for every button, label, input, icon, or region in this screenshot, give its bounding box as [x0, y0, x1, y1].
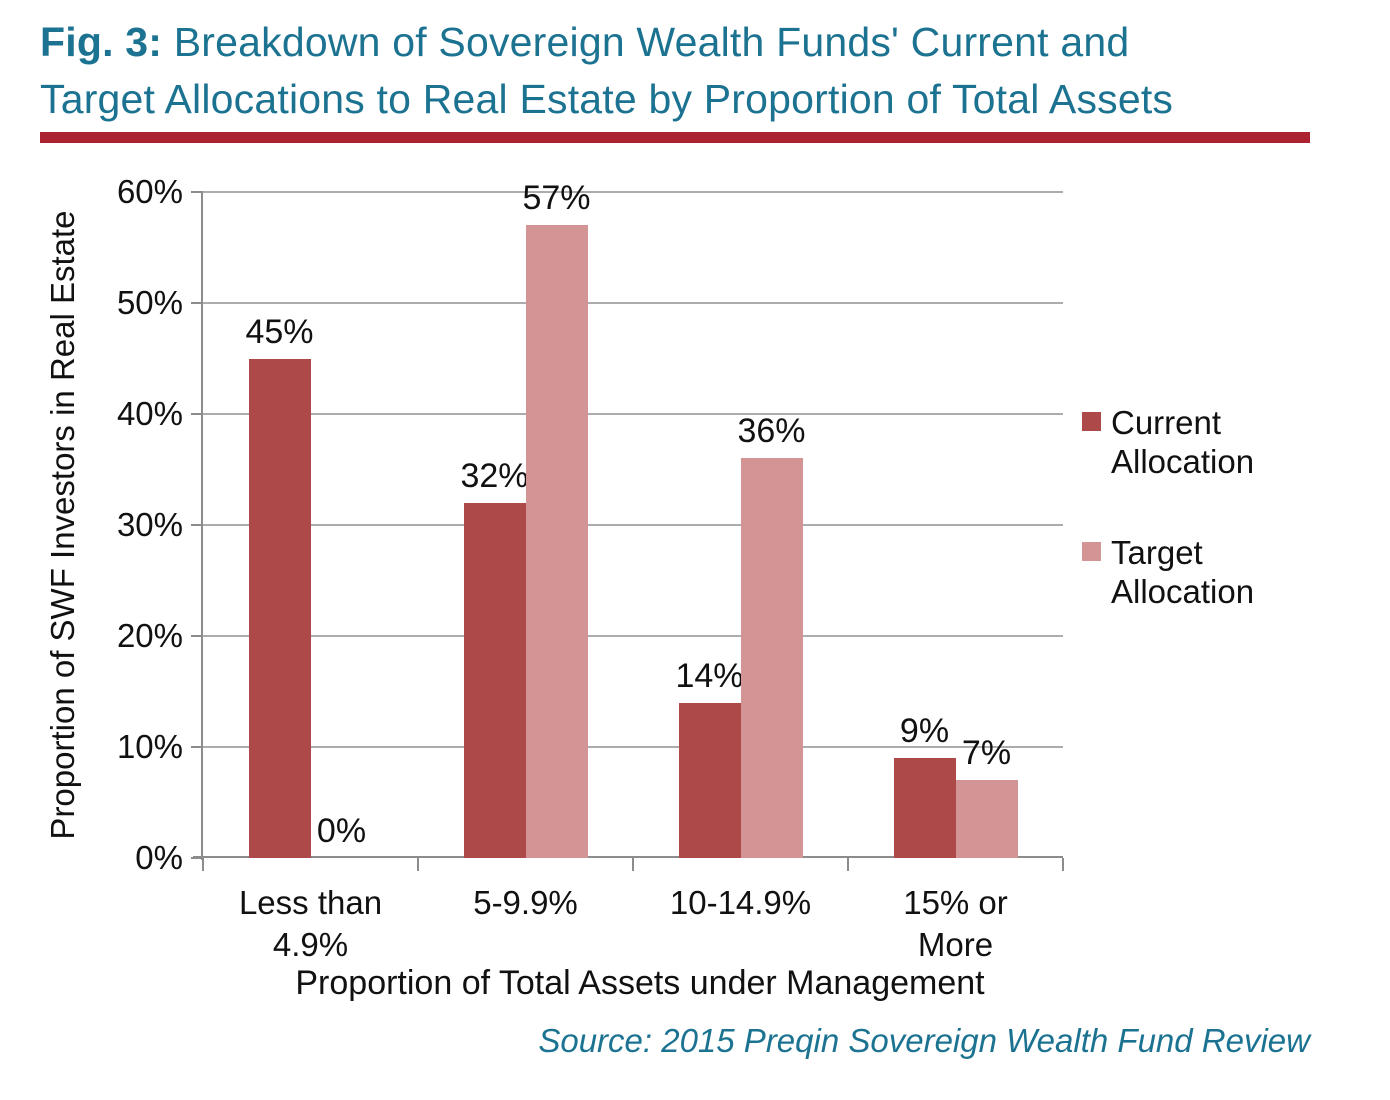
x-axis-title: Proportion of Total Assets under Managem…	[295, 964, 985, 1002]
current-allocation-swatch-icon	[1082, 412, 1101, 431]
y-axis-tick	[191, 191, 203, 193]
x-axis-line	[193, 856, 1063, 858]
legend: Current Allocation Target Allocation	[1082, 403, 1311, 663]
y-axis-tick	[191, 413, 203, 415]
gridline	[203, 746, 1063, 748]
bar-value-label: 7%	[961, 734, 1012, 773]
category-label: 15% or More	[903, 884, 1008, 963]
plot-area: 0% 10% 20% 30% 40% 50% 60% 45% 32% 14% 9% 0% 57% 36% 7…	[117, 173, 1064, 963]
category-label: Less than 4.9%	[238, 884, 383, 963]
bar-target-allocation	[525, 225, 588, 858]
source-note: Source: 2015 Preqin Sovereign Wealth Fun…	[538, 1022, 1310, 1059]
legend-label-current: Current Allocation	[1111, 404, 1255, 480]
bar-value-label: 9%	[899, 712, 950, 751]
legend-entry-target: Target Allocation	[1082, 533, 1311, 611]
y-axis-tick	[191, 524, 203, 526]
bar-current-allocation	[463, 502, 526, 858]
target-allocation-swatch-icon	[1082, 542, 1101, 561]
y-axis-tick-label: 50%	[116, 284, 183, 321]
y-axis-tick-label: 10%	[116, 728, 183, 765]
y-axis-tick	[191, 857, 203, 859]
y-axis-tick-label: 40%	[116, 395, 183, 432]
bar-value-label: 36%	[737, 412, 806, 451]
legend-entry-current: Current Allocation	[1082, 403, 1311, 481]
bar-value-label: 14%	[675, 656, 744, 695]
y-axis-line	[201, 192, 203, 860]
x-axis-tick	[202, 858, 204, 871]
gridline	[203, 302, 1063, 304]
y-axis-tick-label: 0%	[135, 839, 183, 876]
category-label: 10-14.9%	[669, 884, 812, 921]
gridline	[203, 191, 1063, 193]
gridline	[203, 413, 1063, 415]
figure-title-line2: Target Allocations to Real Estate by Pro…	[40, 76, 1174, 122]
title-underline-rule	[40, 132, 1310, 143]
category-label: 5-9.9%	[473, 884, 578, 921]
bar-current-allocation	[678, 702, 741, 858]
bar-value-label: 0%	[316, 812, 367, 850]
x-axis-tick	[417, 858, 419, 871]
bar-value-label: 45%	[245, 312, 314, 351]
y-axis-tick	[191, 746, 203, 748]
y-axis-tick-label: 30%	[116, 506, 183, 543]
gridline	[203, 635, 1063, 637]
bar-target-allocation	[740, 458, 803, 858]
x-axis-tick	[847, 858, 849, 871]
y-axis-tick	[191, 302, 203, 304]
figure-title-line1-text: Breakdown of Sovereign Wealth Funds' Cur…	[162, 19, 1130, 65]
figure-title-line1: Fig. 3: Breakdown of Sovereign Wealth Fu…	[40, 14, 1362, 71]
legend-label-target: Target Allocation	[1111, 534, 1255, 610]
bar-value-label: 57%	[522, 179, 591, 218]
figure-title: Fig. 3: Breakdown of Sovereign Wealth Fu…	[40, 14, 1362, 128]
x-axis-tick	[1062, 858, 1064, 871]
bar-current-allocation	[893, 758, 956, 858]
y-axis-tick	[191, 635, 203, 637]
y-axis-tick-label: 20%	[116, 617, 183, 654]
y-axis-tick-label: 60%	[116, 173, 183, 210]
bar-target-allocation	[955, 780, 1018, 858]
gridline	[203, 524, 1063, 526]
y-axis-title: Proportion of SWF Investors in Real Esta…	[44, 210, 81, 840]
bar-value-label: 32%	[460, 456, 529, 495]
bar-current-allocation	[248, 358, 311, 858]
figure-number: Fig. 3:	[40, 19, 163, 65]
x-axis-tick	[632, 858, 634, 871]
